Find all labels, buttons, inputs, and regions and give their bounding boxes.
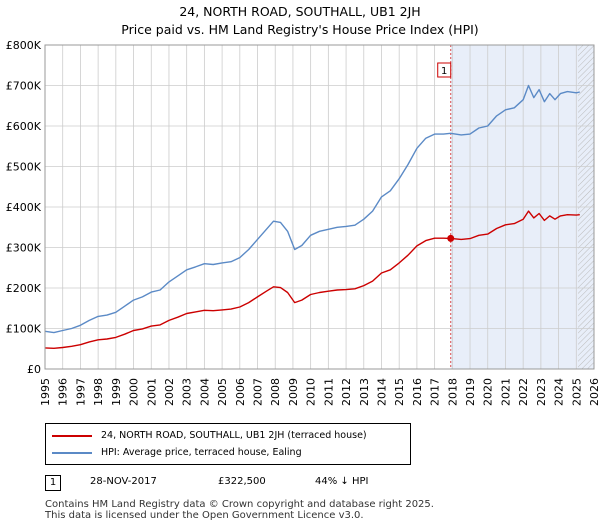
x-tick-label: 2003: [181, 378, 194, 406]
x-tick-label: 2026: [588, 378, 600, 406]
legend-label-property: 24, NORTH ROAD, SOUTHALL, UB1 2JH (terra…: [101, 430, 367, 441]
x-tick-label: 1999: [110, 378, 123, 406]
x-tick-label: 2006: [234, 378, 247, 406]
x-tick-label: 2008: [269, 378, 282, 406]
x-tick-label: 2014: [375, 378, 388, 406]
annotation-date: 28-NOV-2017: [90, 476, 157, 487]
x-tick-label: 1995: [39, 378, 52, 406]
annotation-price: £322,500: [218, 476, 266, 487]
x-tick-label: 2023: [535, 378, 548, 406]
x-tick-label: 2021: [499, 378, 512, 406]
annotation-marker-badge: 1: [45, 475, 61, 491]
x-tick-label: 2012: [340, 378, 353, 406]
x-tick-label: 2024: [553, 378, 566, 406]
footer-attribution: Contains HM Land Registry data © Crown c…: [45, 499, 434, 521]
legend-swatch-property: [52, 435, 92, 437]
x-tick-label: 2013: [358, 378, 371, 406]
sale-point: [447, 234, 455, 242]
chart-title-subtitle: Price paid vs. HM Land Registry's House …: [121, 22, 479, 37]
y-tick-label: £600K: [6, 120, 42, 133]
x-tick-label: 2016: [411, 378, 424, 406]
x-tick-label: 1997: [74, 378, 87, 406]
x-tick-label: 2010: [305, 378, 318, 406]
x-tick-label: 2009: [287, 378, 300, 406]
x-tick-label: 1996: [57, 378, 70, 406]
x-tick-label: 2020: [482, 378, 495, 406]
x-tick-label: 2001: [145, 378, 158, 406]
chart-title-address: 24, NORTH ROAD, SOUTHALL, UB1 2JH: [179, 4, 421, 19]
y-tick-label: £500K: [6, 161, 42, 174]
x-tick-label: 2004: [198, 378, 211, 406]
x-tick-label: 2000: [128, 378, 141, 406]
footer-line-1: Contains HM Land Registry data © Crown c…: [45, 499, 434, 510]
x-tick-label: 2025: [570, 378, 583, 406]
y-tick-label: £100K: [6, 323, 42, 336]
x-tick-label: 2015: [393, 378, 406, 406]
x-tick-label: 2002: [163, 378, 176, 406]
hpi-series-line: [44, 84, 580, 334]
legend-swatch-hpi: [52, 452, 92, 454]
plot-border: [44, 44, 595, 370]
y-tick-label: £200K: [6, 282, 42, 295]
x-tick-label: 2019: [464, 378, 477, 406]
legend-label-hpi: HPI: Average price, terraced house, Eali…: [101, 447, 302, 458]
x-tick-label: 2017: [429, 378, 442, 406]
x-tick-label: 2018: [446, 378, 459, 406]
sale-marker-label: 1: [441, 66, 447, 77]
footer-line-2: This data is licensed under the Open Gov…: [45, 509, 364, 521]
x-tick-label: 2005: [216, 378, 229, 406]
x-tick-label: 2007: [252, 378, 265, 406]
y-tick-label: £0: [27, 363, 41, 376]
annotation-hpi-diff: 44% ↓ HPI: [315, 476, 369, 487]
y-tick-label: £300K: [6, 242, 42, 255]
y-tick-label: £400K: [6, 201, 42, 214]
property-series-line: [44, 210, 580, 349]
y-tick-label: £800K: [6, 39, 42, 52]
x-tick-label: 2022: [517, 378, 530, 406]
price-chart: £0 £100K £200K £300K £400K £500K £600K £700K £80…: [6, 39, 600, 406]
x-tick-label: 2011: [322, 378, 335, 406]
y-tick-label: £700K: [6, 80, 42, 93]
sale-marker-badge: [437, 62, 452, 78]
legend: 24, NORTH ROAD, SOUTHALL, UB1 2JH (terra…: [45, 423, 411, 465]
x-tick-label: 1998: [92, 378, 105, 406]
